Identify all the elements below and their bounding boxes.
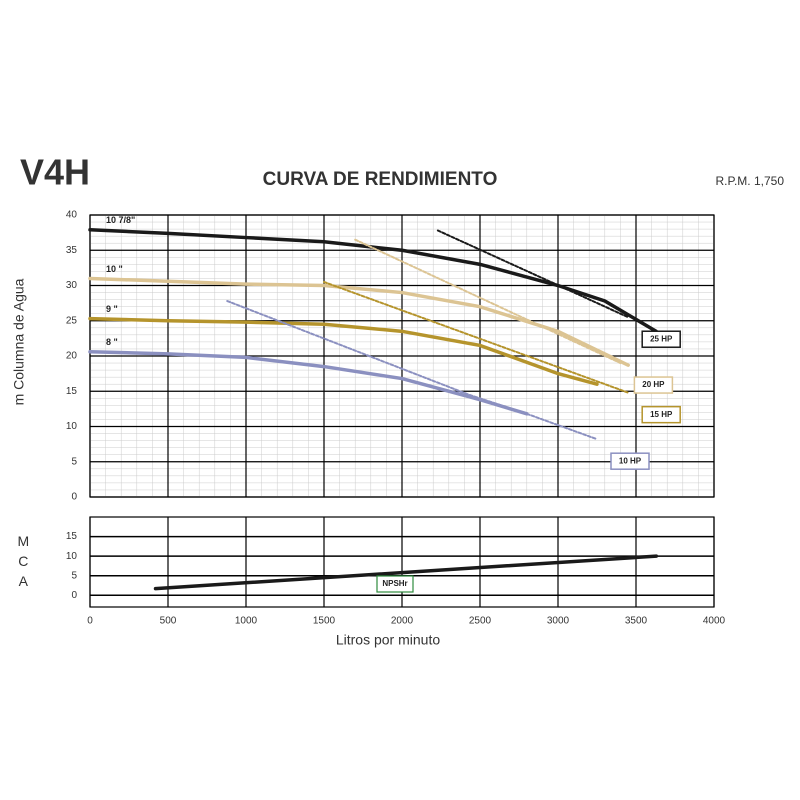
series-line — [354, 238, 622, 365]
label-box — [633, 376, 674, 394]
y-tick-label: 0 — [71, 590, 77, 601]
series-label: 20 HP — [642, 380, 665, 389]
chart-title: CURVA DE RENDIMIENTO — [263, 169, 498, 190]
y-tick-label: 5 — [71, 570, 77, 581]
x-tick-label: 3500 — [625, 616, 648, 627]
y-tick-label: 5 — [71, 456, 77, 467]
y-tick-label: 30 — [66, 280, 78, 291]
series-label: NPSHr — [382, 579, 407, 588]
series-label: 8 " — [106, 337, 118, 347]
subtitle: R.P.M. 1,750 — [716, 174, 785, 188]
x-axis-label: Litros por minuto — [336, 632, 440, 648]
series-line — [436, 229, 630, 319]
series-line — [88, 350, 529, 416]
y-axis-label: MCA — [15, 533, 31, 593]
series-line — [88, 276, 630, 367]
series-label-box: 25 HP — [641, 330, 681, 348]
label-box — [376, 575, 414, 593]
y-tick-label: 35 — [66, 245, 78, 256]
series-line — [153, 554, 659, 591]
series-line — [323, 280, 630, 394]
series-label-box: 15 HP — [641, 405, 681, 424]
series-label-box: NPSHr — [376, 575, 414, 593]
y-tick-label: 25 — [66, 315, 78, 326]
series-label-box: 10 HP — [610, 452, 650, 470]
series-label: 10 " — [106, 264, 123, 274]
series-line — [88, 316, 599, 386]
series-line — [226, 300, 598, 441]
series-label: 15 HP — [650, 410, 673, 419]
x-tick-label: 2000 — [391, 616, 414, 627]
y-tick-label: 15 — [66, 531, 78, 542]
series-label: 10 HP — [619, 456, 642, 465]
x-tick-label: 2500 — [469, 616, 492, 627]
x-tick-label: 1500 — [313, 616, 336, 627]
label-box — [610, 452, 650, 470]
x-tick-label: 3000 — [547, 616, 570, 627]
label-box — [641, 330, 681, 348]
x-tick-label: 1000 — [235, 616, 258, 627]
y-tick-label: 10 — [66, 421, 78, 432]
x-tick-label: 500 — [160, 616, 177, 627]
series-label: 9 " — [106, 304, 118, 314]
label-box — [641, 405, 681, 424]
x-tick-label: 0 — [87, 616, 93, 627]
y-tick-label: 15 — [66, 386, 78, 397]
series-label: 25 HP — [650, 334, 673, 343]
series-label-box: 20 HP — [633, 376, 674, 394]
y-tick-label: 40 — [66, 210, 78, 221]
y-tick-label: 10 — [66, 551, 78, 562]
x-tick-label: 4000 — [703, 616, 726, 627]
y-tick-label: 20 — [66, 351, 78, 362]
y-axis-label: m Columna de Agua — [11, 278, 27, 405]
series-label: 10 7/8" — [106, 215, 135, 225]
model: V4H — [20, 152, 90, 193]
y-tick-label: 0 — [71, 492, 77, 503]
series-line — [88, 228, 659, 334]
